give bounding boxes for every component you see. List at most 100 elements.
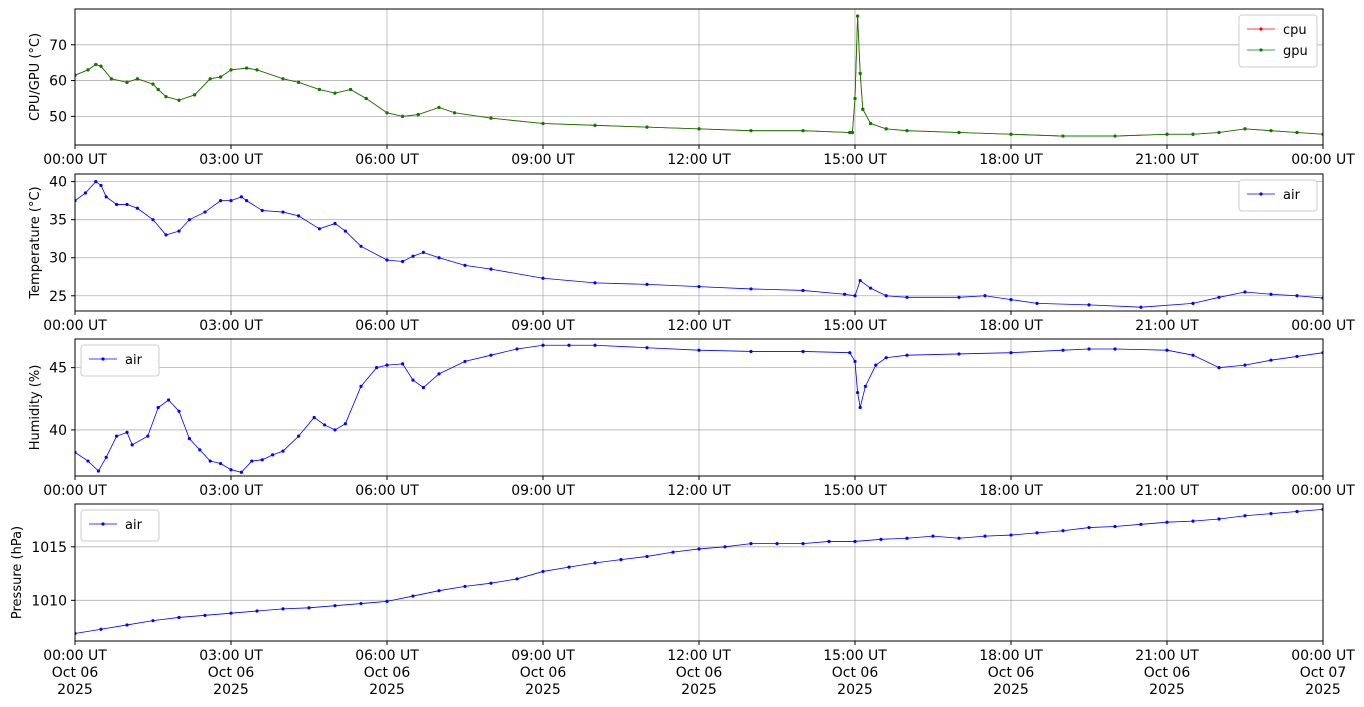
data-point-air <box>749 542 753 546</box>
x-tick-year-label: 2025 <box>369 682 405 698</box>
data-point-air <box>593 281 597 285</box>
y-axis-label: Humidity (%) <box>28 365 43 451</box>
data-point-air <box>411 594 415 598</box>
data-point-air <box>86 459 90 463</box>
data-point-air <box>115 434 119 438</box>
data-point-air <box>1009 533 1013 537</box>
data-point-air <box>94 180 98 184</box>
data-point-air <box>853 294 857 298</box>
data-point-gpu <box>109 77 113 81</box>
y-tick-label: 50 <box>49 109 67 125</box>
data-point-air <box>146 434 150 438</box>
data-point-air <box>271 453 275 457</box>
x-tick-label: 03:00 UT <box>199 648 263 664</box>
x-tick-year-label: 2025 <box>1305 682 1341 698</box>
data-point-air <box>593 561 597 565</box>
data-point-air <box>437 256 441 260</box>
data-point-air <box>1217 517 1221 521</box>
data-point-air <box>1295 509 1299 514</box>
data-point-gpu <box>401 114 405 118</box>
data-point-air <box>104 455 108 459</box>
data-point-air <box>343 422 347 426</box>
data-point-air <box>463 263 467 267</box>
x-tick-date-label: Oct 06 <box>676 665 723 681</box>
legend-label-gpu: gpu <box>1283 44 1308 59</box>
data-point-air <box>421 385 425 390</box>
data-point-air <box>463 584 467 589</box>
x-tick-label: 12:00 UT <box>667 318 731 334</box>
data-point-air <box>541 569 545 574</box>
data-point-gpu <box>850 130 855 135</box>
data-point-gpu <box>99 64 103 68</box>
x-tick-date-label: Oct 06 <box>208 665 255 681</box>
data-point-gpu <box>1113 134 1117 138</box>
data-point-air <box>401 259 405 264</box>
data-point-air <box>1139 305 1143 309</box>
data-point-air <box>489 581 493 585</box>
subplot-3: 00:00 UT 03:00 UT 06:00 UT 09:00 UT 12:00 UT… <box>28 338 1355 499</box>
x-tick-year-label: 2025 <box>993 682 1029 698</box>
data-point-air <box>307 606 311 610</box>
data-point-air <box>96 469 100 473</box>
data-point-air <box>177 615 181 620</box>
x-tick-label: 21:00 UT <box>1135 152 1199 168</box>
data-point-air <box>858 405 862 410</box>
data-point-air <box>239 195 243 199</box>
y-tick-label: 70 <box>49 38 67 54</box>
data-point-air <box>645 346 649 350</box>
data-point-air <box>1243 363 1247 367</box>
data-point-air <box>333 604 337 608</box>
y-tick-label: 40 <box>49 423 67 439</box>
data-point-air <box>208 459 212 463</box>
data-point-air <box>135 206 139 210</box>
data-point-air <box>1191 353 1195 357</box>
x-tick-label: 18:00 UT <box>979 318 1043 334</box>
x-tick-label: 15:00 UT <box>823 152 887 168</box>
data-point-air <box>1087 525 1091 530</box>
data-point-air <box>99 183 103 188</box>
data-point-air <box>239 470 243 474</box>
data-point-gpu <box>437 105 441 110</box>
data-point-air <box>167 398 171 402</box>
data-point-air <box>359 601 363 606</box>
data-point-air <box>437 589 441 593</box>
x-tick-label: 21:00 UT <box>1135 483 1199 499</box>
data-point-air <box>801 288 805 293</box>
data-point-air <box>463 359 467 364</box>
data-point-gpu <box>453 111 457 115</box>
data-point-gpu <box>957 130 961 135</box>
x-tick-date-label: Oct 06 <box>52 665 99 681</box>
data-point-air <box>874 363 878 367</box>
x-tick-date-label: Oct 07 <box>1300 665 1346 681</box>
x-tick-label: 18:00 UT <box>979 152 1043 168</box>
legend-box <box>80 344 160 377</box>
data-point-air <box>645 282 649 286</box>
x-tick-label: 00:00 UT <box>1291 318 1355 334</box>
data-point-air <box>1165 520 1169 524</box>
data-point-gpu <box>416 112 420 117</box>
x-tick-label: 06:00 UT <box>355 152 419 168</box>
data-point-air <box>1061 348 1065 352</box>
data-point-gpu <box>697 127 701 131</box>
data-point-air <box>1269 512 1273 516</box>
data-point-air <box>375 366 379 370</box>
data-point-air <box>1035 301 1039 305</box>
data-point-gpu <box>856 14 860 18</box>
data-point-air <box>541 343 545 347</box>
data-point-air <box>957 352 961 356</box>
data-point-gpu <box>489 116 493 120</box>
data-point-air <box>489 267 493 271</box>
data-point-air <box>848 351 852 355</box>
subplot-1: 00:00 UT 03:00 UT 06:00 UT 09:00 UT 12:00 UT… <box>28 8 1355 168</box>
data-point-gpu <box>848 130 852 135</box>
data-point-air <box>489 353 493 357</box>
data-point-gpu <box>255 68 259 72</box>
x-tick-year-label: 2025 <box>1149 682 1185 698</box>
data-point-air <box>1139 522 1143 526</box>
x-tick-label: 09:00 UT <box>511 318 575 334</box>
legend-marker-air <box>1259 192 1263 196</box>
data-point-air <box>411 378 415 382</box>
subplot-2: 00:00 UT 03:00 UT 06:00 UT 09:00 UT 12:00 UT… <box>28 173 1355 334</box>
data-point-gpu <box>1191 132 1195 136</box>
data-point-air <box>863 384 868 388</box>
